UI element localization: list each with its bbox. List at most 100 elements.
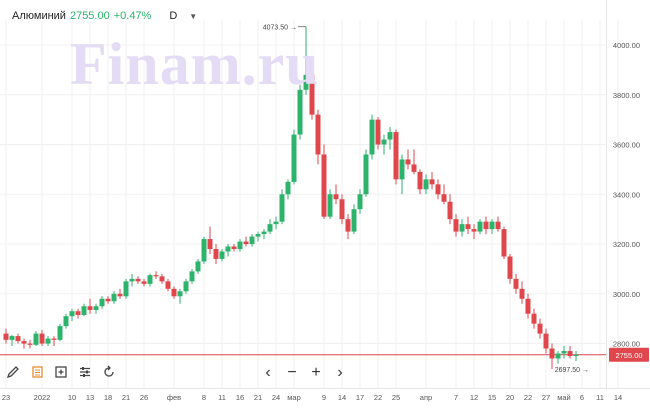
y-tick-label: 2800.00 (613, 340, 640, 349)
low-annotation: 2697.50 → (555, 367, 589, 374)
x-tick-label: 20 (506, 393, 514, 402)
scroll-left-icon[interactable]: ‹ (265, 364, 271, 381)
pencil-icon[interactable] (4, 363, 22, 381)
x-tick-label: 18 (104, 393, 112, 402)
candle-body (105, 298, 111, 302)
x-tick-label: 12 (470, 393, 478, 402)
candle-body (525, 298, 531, 314)
candle-body (261, 231, 267, 235)
instrument-header: Алюминий 2755.00 +0.47% D ▼ (12, 10, 198, 22)
candle-body (57, 326, 63, 340)
current-price-line: 2755.00 (0, 347, 649, 362)
x-tick-label: 7 (454, 393, 458, 402)
candle-body (357, 194, 363, 210)
candle-body (495, 221, 501, 230)
candle-body (537, 323, 543, 334)
x-tick-label: 22 (524, 393, 532, 402)
candle-body (207, 239, 213, 250)
candle-body (87, 306, 93, 310)
zoom-in-icon[interactable]: + (311, 364, 321, 381)
candle-body (363, 154, 369, 195)
candle-body (423, 179, 429, 190)
candle-body (195, 261, 201, 272)
interval-selector[interactable]: D (169, 10, 178, 22)
candle-body (549, 348, 555, 359)
zoom-out-icon[interactable]: − (287, 364, 297, 381)
x-tick-label: 9 (322, 393, 326, 402)
candle-body (111, 293, 117, 302)
candle-body (51, 338, 57, 340)
candle-body (501, 229, 507, 257)
candle-body (441, 194, 447, 202)
current-price-badge (609, 347, 649, 362)
candle-body (255, 234, 261, 237)
last-price: 2755.00 (69, 10, 110, 22)
y-tick-label: 3000.00 (613, 290, 640, 299)
x-tick-label: 25 (392, 393, 400, 402)
reset-icon[interactable] (100, 363, 118, 381)
candle-body (147, 275, 153, 284)
time-axis[interactable]: 23 2022 10 13 18 21 26 фев 8 11 16 21 24 мар 9 14 17 22 25… (2, 393, 622, 402)
candle-body (219, 251, 225, 259)
candle-body (411, 164, 417, 172)
layers-icon[interactable] (28, 363, 46, 381)
candle-body (519, 288, 525, 299)
candle-body (27, 343, 33, 345)
annotations: 4073.50 → 2697.50 → (263, 25, 589, 374)
candle-body (573, 354, 579, 356)
candle-body (459, 224, 465, 232)
candle-body (117, 293, 123, 297)
instrument-name[interactable]: Алюминий (12, 10, 66, 22)
x-tick-label: 8 (202, 393, 206, 402)
x-tick-label: 22 (374, 393, 382, 402)
drawing-toolbar (4, 363, 118, 381)
candle-body (153, 275, 159, 277)
x-tick-label: 21 (254, 393, 262, 402)
candle-body (417, 171, 423, 190)
candle-body (249, 236, 255, 245)
x-tick-label: 14 (614, 393, 622, 402)
candle-body (369, 119, 375, 155)
candle-body (393, 132, 399, 180)
x-tick-label: 15 (488, 393, 496, 402)
x-tick-label: 6 (580, 393, 584, 402)
x-tick-label: 24 (272, 393, 280, 402)
y-tick-label: 3200.00 (613, 240, 640, 249)
candle-body (447, 201, 453, 220)
candle-body (489, 221, 495, 230)
candle-body (75, 311, 81, 315)
candle-body (333, 194, 339, 200)
candle-body (303, 74, 309, 90)
candle-body (171, 288, 177, 297)
candle-body (531, 313, 537, 324)
add-panel-icon[interactable] (52, 363, 70, 381)
y-tick-label: 3400.00 (613, 190, 640, 199)
candle-body (381, 139, 387, 145)
candle-body (183, 281, 189, 292)
candle-body (129, 278, 135, 282)
candle-body (225, 246, 231, 252)
candle-body (165, 281, 171, 289)
x-tick-label: 23 (2, 393, 10, 402)
chevron-down-icon[interactable]: ▼ (189, 11, 198, 21)
x-tick-label: 10 (68, 393, 76, 402)
scroll-right-icon[interactable]: › (337, 364, 343, 381)
x-tick-label: 11 (596, 393, 604, 402)
x-tick-label: 11 (218, 393, 226, 402)
candle-body (33, 333, 39, 345)
candle-body (39, 333, 45, 344)
high-annotation: 4073.50 → (263, 25, 297, 32)
price-axis[interactable]: 2800.00 3000.00 3200.00 3400.00 3600.00 3800.… (613, 41, 640, 349)
settings-sliders-icon[interactable] (76, 363, 94, 381)
candle-body (45, 338, 51, 344)
x-tick-label: мар (287, 393, 301, 402)
candle-body (141, 281, 147, 284)
candle-body (135, 278, 141, 282)
candle-body (309, 74, 315, 115)
x-tick-label: 17 (356, 393, 364, 402)
candle-body (99, 298, 105, 307)
candle-body (15, 336, 21, 342)
candle-body (63, 316, 69, 327)
candle-body (237, 241, 243, 250)
